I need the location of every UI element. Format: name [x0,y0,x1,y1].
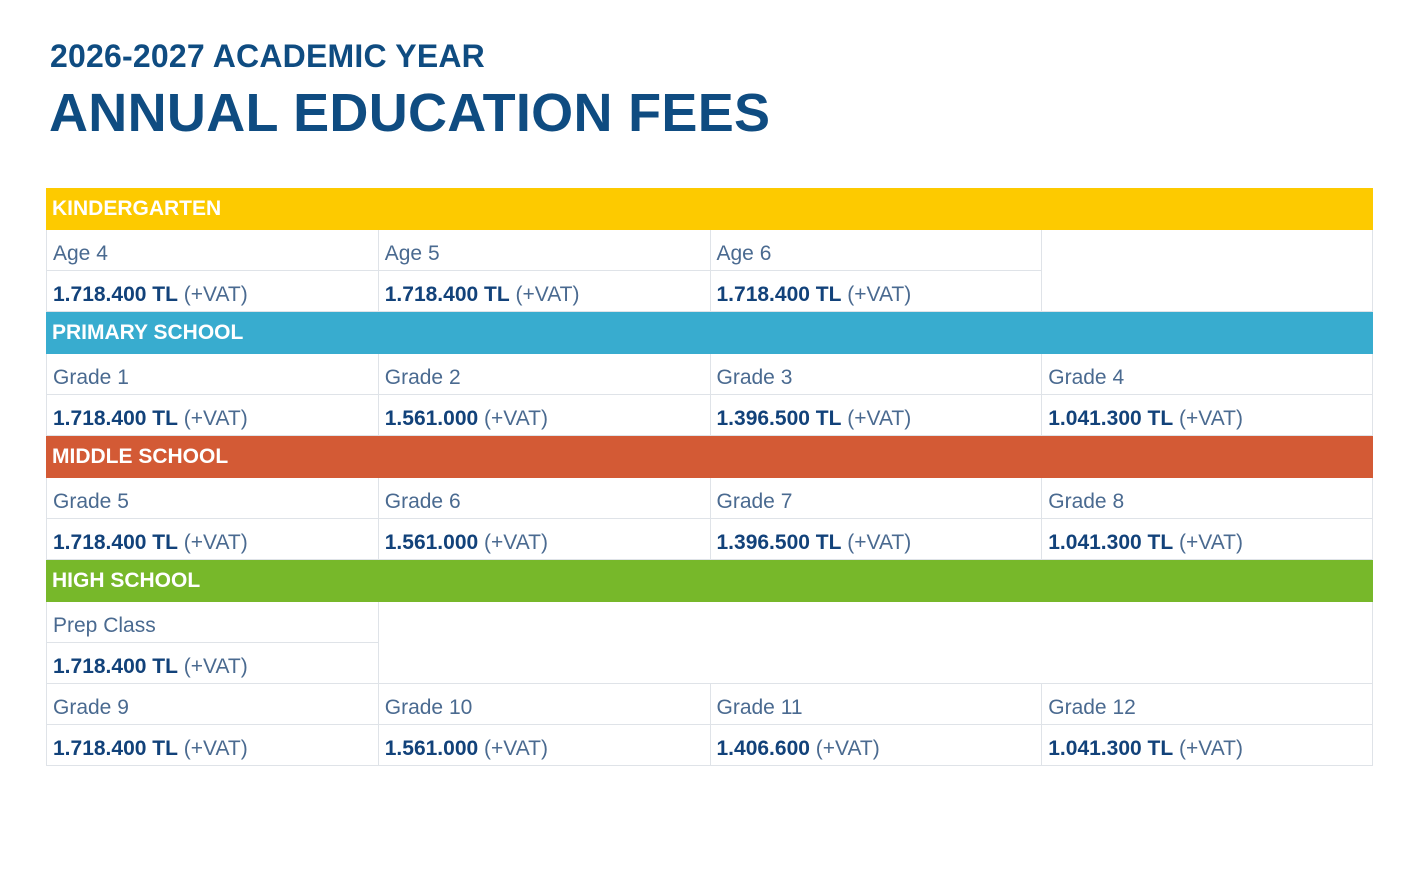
section-header-primary-school: PRIMARY SCHOOL [46,312,1373,354]
academic-year-subtitle: 2026-2027 ACADEMIC YEAR [50,38,485,74]
fee-cell-grade-7: Grade 7 1.396.500 TL (+VAT) [709,478,1042,559]
fee-amount: 1.561.000 [384,407,479,430]
fee-cell-grade-2: Grade 2 1.561.000 (+VAT) [377,354,710,435]
vat-note: (+VAT) [1179,407,1243,430]
vat-note: (+VAT) [847,407,912,430]
table-row: Grade 5 1.718.400 TL (+VAT) Grade 6 1.56… [46,478,1373,560]
fee-cell-grade-12: Grade 12 1.041.300 TL (+VAT) [1041,684,1373,765]
fee-cell-prep-class: Prep Class 1.718.400 TL (+VAT) [46,602,378,683]
fee-price: 1.041.300 TL (+VAT) [1042,725,1372,765]
vat-note: (+VAT) [484,531,549,554]
fee-amount: 1.561.000 [384,737,479,760]
fee-price: 1.406.600 (+VAT) [711,725,1042,765]
fee-amount: 1.718.400 TL [53,737,178,760]
fee-price: 1.561.000 (+VAT) [379,725,710,765]
page-title: ANNUAL EDUCATION FEES [49,83,771,143]
fee-cell-grade-5: Grade 5 1.718.400 TL (+VAT) [46,478,378,559]
fee-label: Age 4 [47,230,378,271]
fee-price: 1.718.400 TL (+VAT) [47,271,378,311]
fee-amount: 1.041.300 TL [1048,737,1174,760]
vat-note: (+VAT) [183,407,248,430]
empty-cell [377,602,1373,683]
fee-amount: 1.406.600 [716,737,810,760]
fee-cell-age-5: Age 5 1.718.400 TL (+VAT) [377,230,710,311]
fee-label: Grade 6 [378,478,710,519]
fee-amount: 1.396.500 TL [716,407,842,430]
vat-note: (+VAT) [183,531,248,554]
table-row: Grade 1 1.718.400 TL (+VAT) Grade 2 1.56… [46,354,1373,436]
fee-label: Grade 5 [47,478,378,519]
fee-label: Grade 2 [378,354,710,395]
fee-price: 1.718.400 TL (+VAT) [47,519,378,559]
fee-label: Grade 9 [47,684,378,725]
fee-label: Grade 10 [378,684,710,725]
fee-price: 1.396.500 TL (+VAT) [711,395,1042,435]
fee-amount: 1.718.400 TL [53,531,178,554]
fee-label: Grade 3 [710,354,1042,395]
fee-price: 1.718.400 TL (+VAT) [711,271,1042,311]
vat-note: (+VAT) [1179,531,1243,554]
fee-price: 1.718.400 TL (+VAT) [47,395,378,435]
vat-note: (+VAT) [484,407,549,430]
fee-cell-grade-6: Grade 6 1.561.000 (+VAT) [377,478,710,559]
fee-price: 1.041.300 TL (+VAT) [1042,395,1372,435]
vat-note: (+VAT) [183,655,248,678]
fee-amount: 1.396.500 TL [716,531,842,554]
empty-cell [1041,230,1373,311]
fee-amount: 1.041.300 TL [1048,407,1174,430]
vat-note: (+VAT) [847,531,912,554]
vat-note: (+VAT) [1179,737,1243,760]
fee-price: 1.718.400 TL (+VAT) [47,643,378,683]
vat-note: (+VAT) [515,283,580,306]
vat-note: (+VAT) [815,737,880,760]
table-row: Grade 9 1.718.400 TL (+VAT) Grade 10 1.5… [46,684,1373,766]
fee-label: Grade 8 [1042,478,1372,519]
section-header-middle-school: MIDDLE SCHOOL [46,436,1373,478]
table-row: Age 4 1.718.400 TL (+VAT) Age 5 1.718.40… [46,230,1373,312]
fee-amount: 1.718.400 TL [53,407,178,430]
fee-amount: 1.041.300 TL [1048,531,1174,554]
fee-amount: 1.718.400 TL [53,655,178,678]
fee-price: 1.561.000 (+VAT) [379,519,710,559]
fee-cell-grade-11: Grade 11 1.406.600 (+VAT) [709,684,1042,765]
section-header-high-school: HIGH SCHOOL [46,560,1373,602]
vat-note: (+VAT) [183,283,248,306]
fee-cell-age-4: Age 4 1.718.400 TL (+VAT) [46,230,378,311]
fee-label: Grade 4 [1042,354,1372,395]
fee-label: Grade 11 [710,684,1042,725]
fee-label: Grade 12 [1042,684,1372,725]
fee-label: Age 5 [378,230,710,271]
section-header-kindergarten: KINDERGARTEN [46,188,1373,230]
fee-price: 1.561.000 (+VAT) [379,395,710,435]
fee-cell-grade-1: Grade 1 1.718.400 TL (+VAT) [46,354,378,435]
fee-price: 1.396.500 TL (+VAT) [711,519,1042,559]
fee-cell-age-6: Age 6 1.718.400 TL (+VAT) [709,230,1042,311]
fee-label: Grade 1 [47,354,378,395]
fees-table: KINDERGARTEN Age 4 1.718.400 TL (+VAT) A… [46,188,1373,766]
fee-cell-grade-8: Grade 8 1.041.300 TL (+VAT) [1041,478,1373,559]
fee-cell-grade-3: Grade 3 1.396.500 TL (+VAT) [709,354,1042,435]
fee-cell-grade-4: Grade 4 1.041.300 TL (+VAT) [1041,354,1373,435]
fee-label: Age 6 [710,230,1042,271]
fee-amount: 1.718.400 TL [384,283,510,306]
fee-amount: 1.718.400 TL [716,283,842,306]
vat-note: (+VAT) [484,737,549,760]
fee-label: Grade 7 [710,478,1042,519]
fee-price: 1.041.300 TL (+VAT) [1042,519,1372,559]
fee-price: 1.718.400 TL (+VAT) [379,271,710,311]
table-row: Prep Class 1.718.400 TL (+VAT) [46,602,1373,684]
vat-note: (+VAT) [183,737,248,760]
vat-note: (+VAT) [847,283,912,306]
fee-cell-grade-10: Grade 10 1.561.000 (+VAT) [377,684,710,765]
fee-cell-grade-9: Grade 9 1.718.400 TL (+VAT) [46,684,378,765]
fee-amount: 1.718.400 TL [53,283,178,306]
fee-amount: 1.561.000 [384,531,479,554]
fee-price: 1.718.400 TL (+VAT) [47,725,378,765]
fee-label: Prep Class [47,602,378,643]
